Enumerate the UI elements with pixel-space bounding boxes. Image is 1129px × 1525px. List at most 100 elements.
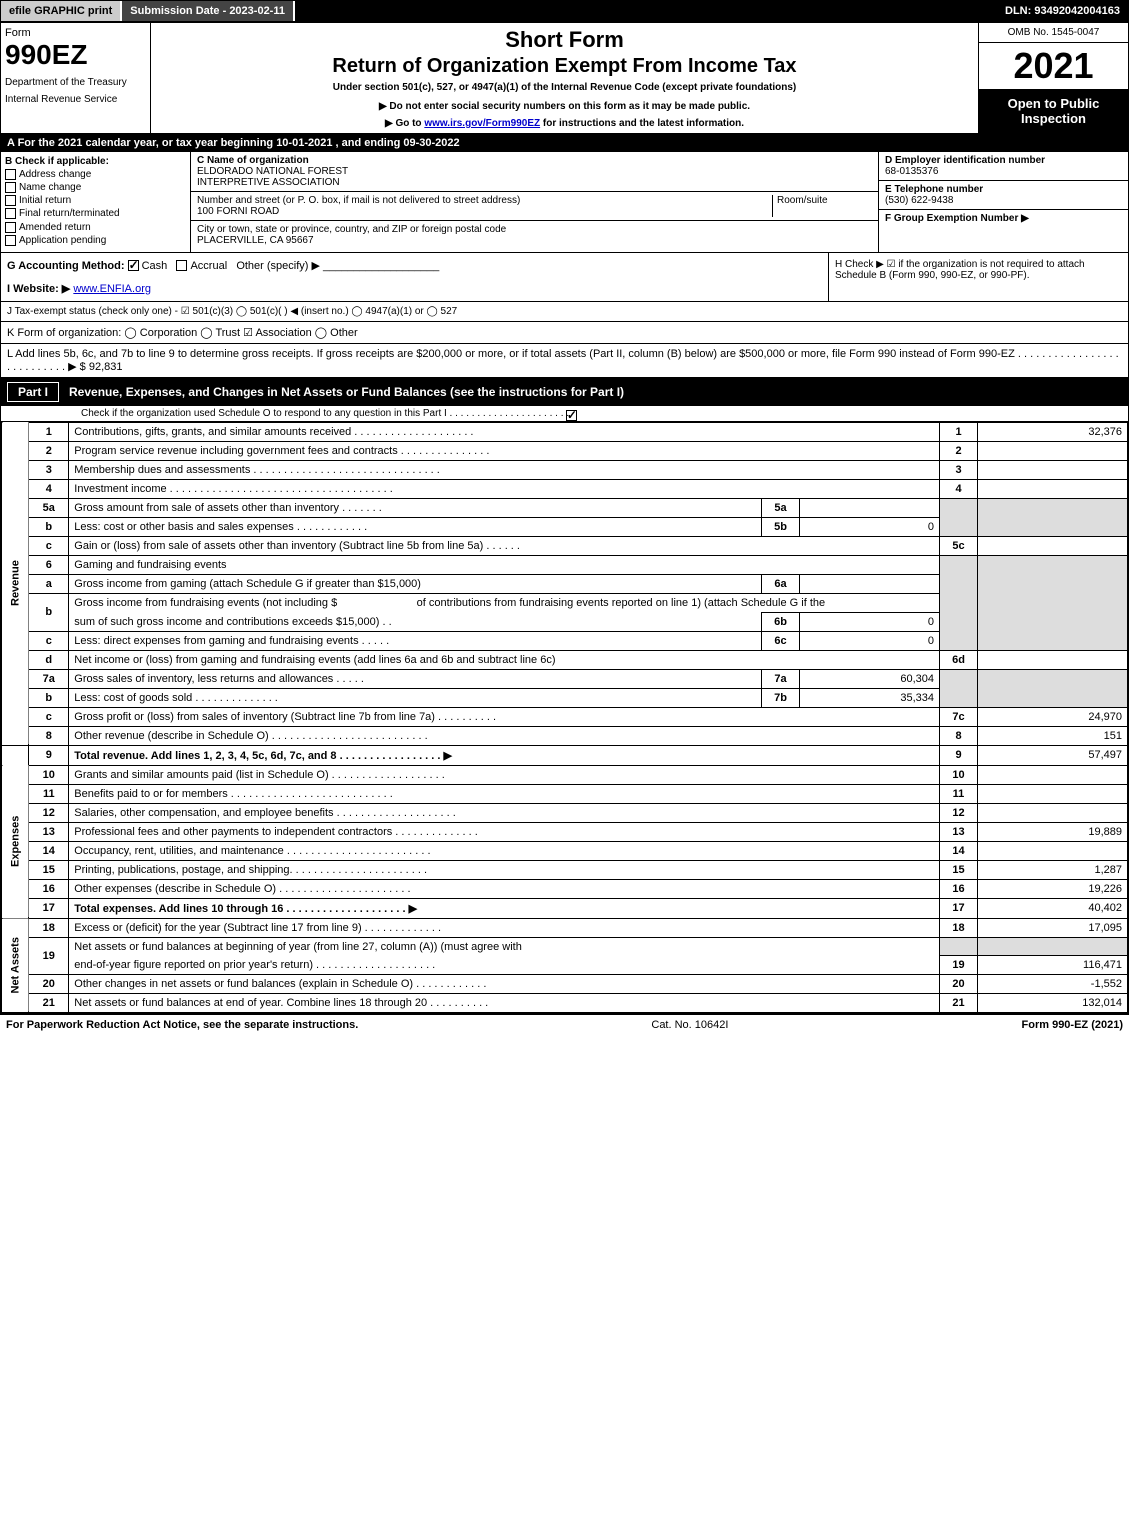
footer-form-ref: Form 990-EZ (2021) <box>1022 1019 1123 1031</box>
line-6d: dNet income or (loss) from gaming and fu… <box>2 650 1128 669</box>
k-form-org: K Form of organization: ◯ Corporation ◯ … <box>1 322 1128 344</box>
street-label: Number and street (or P. O. box, if mail… <box>197 195 520 206</box>
g-label: G Accounting Method: <box>7 260 125 272</box>
ssn-warning: ▶ Do not enter social security numbers o… <box>157 101 972 112</box>
street-value: 100 FORNI ROAD <box>197 206 279 217</box>
part1-sub: Check if the organization used Schedule … <box>1 406 1128 422</box>
dept-irs: Internal Revenue Service <box>5 94 146 105</box>
checkbox-icon <box>5 222 16 233</box>
footer-cat-no: Cat. No. 10642I <box>358 1019 1021 1031</box>
street-cell: Number and street (or P. O. box, if mail… <box>191 192 878 221</box>
header-left: Form 990EZ Department of the Treasury In… <box>1 23 151 133</box>
chk-application-pending[interactable]: Application pending <box>5 235 186 246</box>
g-cash: Cash <box>142 260 168 272</box>
line-7c: cGross profit or (loss) from sales of in… <box>2 707 1128 726</box>
line-7a: 7aGross sales of inventory, less returns… <box>2 669 1128 688</box>
line-15: 15Printing, publications, postage, and s… <box>2 860 1128 879</box>
h-schedule-b: H Check ▶ ☑ if the organization is not r… <box>828 253 1128 301</box>
org-name-1: ELDORADO NATIONAL FOREST <box>197 166 348 177</box>
line-20: 20Other changes in net assets or fund ba… <box>2 975 1128 994</box>
checkbox-icon[interactable] <box>176 260 187 271</box>
header-row: Form 990EZ Department of the Treasury In… <box>1 23 1128 134</box>
part1-heading: Revenue, Expenses, and Changes in Net As… <box>69 385 624 399</box>
line-14: 14Occupancy, rent, utilities, and mainte… <box>2 841 1128 860</box>
top-spacer <box>295 1 997 21</box>
room-label: Room/suite <box>777 195 828 206</box>
line-5a: 5aGross amount from sale of assets other… <box>2 498 1128 517</box>
form-word: Form <box>5 27 146 39</box>
goto-pre: ▶ Go to <box>385 118 424 129</box>
side-net-assets: Net Assets <box>2 918 29 1013</box>
submission-date-button[interactable]: Submission Date - 2023-02-11 <box>122 1 295 21</box>
chk-final-return[interactable]: Final return/terminated <box>5 208 186 219</box>
i-label: I Website: ▶ <box>7 283 70 295</box>
efile-print-button[interactable]: efile GRAPHIC print <box>1 1 122 21</box>
line-18: Net Assets 18Excess or (deficit) for the… <box>2 918 1128 937</box>
chk-name-change[interactable]: Name change <box>5 182 186 193</box>
header-center: Short Form Return of Organization Exempt… <box>151 23 978 133</box>
open-to-public: Open to Public Inspection <box>979 90 1128 133</box>
part1-label: Part I <box>7 382 59 402</box>
c-label: C Name of organization <box>197 155 309 166</box>
line-1: Revenue 1 Contributions, gifts, grants, … <box>2 422 1128 441</box>
tax-year: 2021 <box>979 43 1128 90</box>
gh-row: G Accounting Method: Cash Accrual Other … <box>1 253 1128 302</box>
checkbox-icon <box>5 235 16 246</box>
omb-number: OMB No. 1545-0047 <box>979 23 1128 43</box>
form-number: 990EZ <box>5 39 146 71</box>
line-8: 8Other revenue (describe in Schedule O) … <box>2 726 1128 745</box>
j-tax-exempt: J Tax-exempt status (check only one) - ☑… <box>1 302 1128 322</box>
b-header: B Check if applicable: <box>5 156 186 167</box>
dln-label: DLN: 93492042004163 <box>997 1 1128 21</box>
section-c: C Name of organization ELDORADO NATIONAL… <box>191 152 878 252</box>
side-expenses: Expenses <box>2 765 29 918</box>
g-accounting: G Accounting Method: Cash Accrual Other … <box>1 253 828 301</box>
city-label: City or town, state or province, country… <box>197 224 506 235</box>
goto-link[interactable]: www.irs.gov/Form990EZ <box>424 118 540 129</box>
footer-left: For Paperwork Reduction Act Notice, see … <box>6 1019 358 1031</box>
line-19-2: end-of-year figure reported on prior yea… <box>2 956 1128 975</box>
ein-label: D Employer identification number <box>885 155 1045 166</box>
line-17: 17Total expenses. Add lines 10 through 1… <box>2 898 1128 918</box>
checkbox-icon <box>5 195 16 206</box>
main-border: Form 990EZ Department of the Treasury In… <box>0 22 1129 1014</box>
tel-cell: E Telephone number (530) 622-9438 <box>879 181 1128 210</box>
g-accrual: Accrual <box>190 260 227 272</box>
dept-treasury: Department of the Treasury <box>5 77 146 88</box>
ein-value: 68-0135376 <box>885 166 938 177</box>
section-b: B Check if applicable: Address change Na… <box>1 152 191 252</box>
l-amount: 92,831 <box>89 361 123 373</box>
chk-address-change[interactable]: Address change <box>5 169 186 180</box>
section-def: D Employer identification number 68-0135… <box>878 152 1128 252</box>
website-link[interactable]: www.ENFIA.org <box>73 283 151 295</box>
goto-post: for instructions and the latest informat… <box>540 118 744 129</box>
lines-table: Revenue 1 Contributions, gifts, grants, … <box>1 422 1128 1014</box>
part1-sub-text: Check if the organization used Schedule … <box>81 408 569 419</box>
city-cell: City or town, state or province, country… <box>191 221 878 249</box>
checkbox-icon <box>5 169 16 180</box>
tel-value: (530) 622-9438 <box>885 195 953 206</box>
chk-amended-return[interactable]: Amended return <box>5 222 186 233</box>
org-name-2: INTERPRETIVE ASSOCIATION <box>197 177 340 188</box>
chk-initial-return[interactable]: Initial return <box>5 195 186 206</box>
line-12: 12Salaries, other compensation, and empl… <box>2 803 1128 822</box>
l-gross-receipts: L Add lines 5b, 6c, and 7b to line 9 to … <box>1 344 1128 378</box>
title-return: Return of Organization Exempt From Incom… <box>157 55 972 78</box>
checkbox-icon[interactable] <box>566 410 577 421</box>
header-right: OMB No. 1545-0047 2021 Open to Public In… <box>978 23 1128 133</box>
checkbox-icon[interactable] <box>128 260 139 271</box>
line-13: 13Professional fees and other payments t… <box>2 822 1128 841</box>
g-other: Other (specify) ▶ <box>236 260 320 272</box>
title-short-form: Short Form <box>157 27 972 53</box>
checkbox-icon <box>5 208 16 219</box>
line-10: Expenses 10Grants and similar amounts pa… <box>2 765 1128 784</box>
line-4: 4Investment income . . . . . . . . . . .… <box>2 479 1128 498</box>
org-name-cell: C Name of organization ELDORADO NATIONAL… <box>191 152 878 192</box>
line-5c: cGain or (loss) from sale of assets othe… <box>2 536 1128 555</box>
line-11: 11Benefits paid to or for members . . . … <box>2 784 1128 803</box>
footer: For Paperwork Reduction Act Notice, see … <box>0 1014 1129 1035</box>
subtitle-under: Under section 501(c), 527, or 4947(a)(1)… <box>157 82 972 93</box>
line-6: 6Gaming and fundraising events <box>2 555 1128 574</box>
line-3: 3Membership dues and assessments . . . .… <box>2 460 1128 479</box>
group-exemption-cell: F Group Exemption Number ▶ <box>879 210 1128 252</box>
